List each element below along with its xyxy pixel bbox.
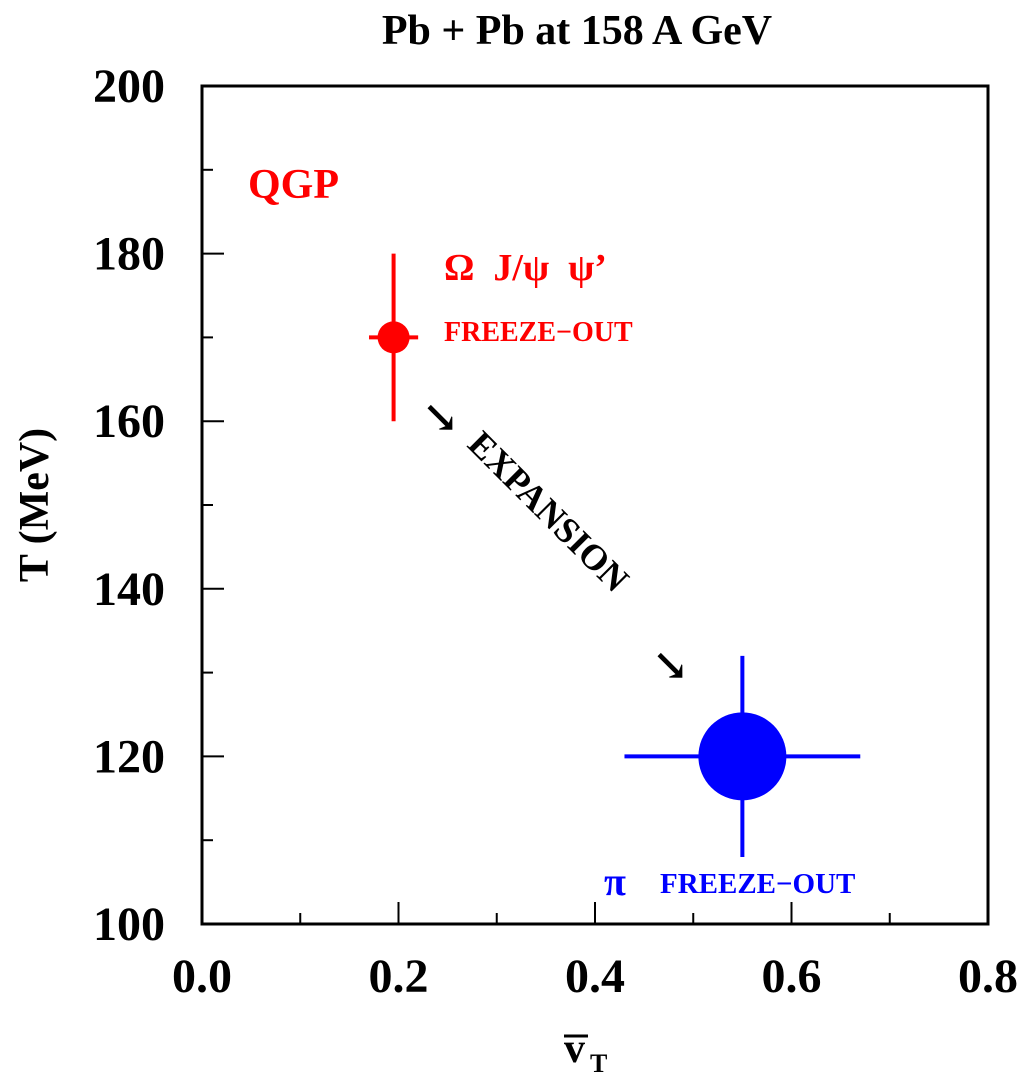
qgp-label: QGP xyxy=(248,162,339,208)
data-point-marker xyxy=(698,712,786,800)
expansion-label: EXPANSION xyxy=(460,423,636,599)
y-tick-label: 180 xyxy=(93,228,165,281)
red-freezeout-label: FREEZE−OUT xyxy=(444,317,633,348)
x-axis-label: v T xyxy=(564,1026,607,1076)
x-tick-label: 0.6 xyxy=(762,950,822,1003)
x-tick-label: 0.8 xyxy=(958,950,1018,1003)
blue-freezeout-label: FREEZE−OUT xyxy=(660,868,855,900)
y-tick-label: 160 xyxy=(93,395,165,448)
y-tick-label: 200 xyxy=(93,60,165,113)
y-tick-label: 140 xyxy=(93,563,165,616)
data-point-marker xyxy=(378,321,410,353)
x-axis: 0.0 0.2 0.4 0.6 0.8 xyxy=(172,902,1018,1003)
x-axis-label-sub: T xyxy=(590,1049,607,1076)
x-tick-label: 0.4 xyxy=(565,950,625,1003)
x-tick-label: 0.2 xyxy=(369,950,429,1003)
plot-frame xyxy=(202,86,988,924)
omega-jpsi-psi-label: Ω J/ψ ψ’ xyxy=(444,247,607,289)
expansion-arrow-bottom: ↘ xyxy=(652,641,689,690)
pi-symbol: π xyxy=(604,859,626,904)
chart-title: Pb + Pb at 158 A GeV xyxy=(382,8,772,54)
y-tick-label: 100 xyxy=(93,898,165,951)
y-tick-label: 120 xyxy=(93,730,165,783)
expansion-arrow-top: ↘ xyxy=(422,393,459,442)
x-tick-label: 0.0 xyxy=(172,950,232,1003)
y-axis: 100 120 140 160 180 200 xyxy=(93,60,224,951)
data-point-1 xyxy=(369,254,418,422)
y-axis-label: T (MeV) xyxy=(12,428,58,582)
x-axis-label-main: v xyxy=(564,1026,585,1072)
